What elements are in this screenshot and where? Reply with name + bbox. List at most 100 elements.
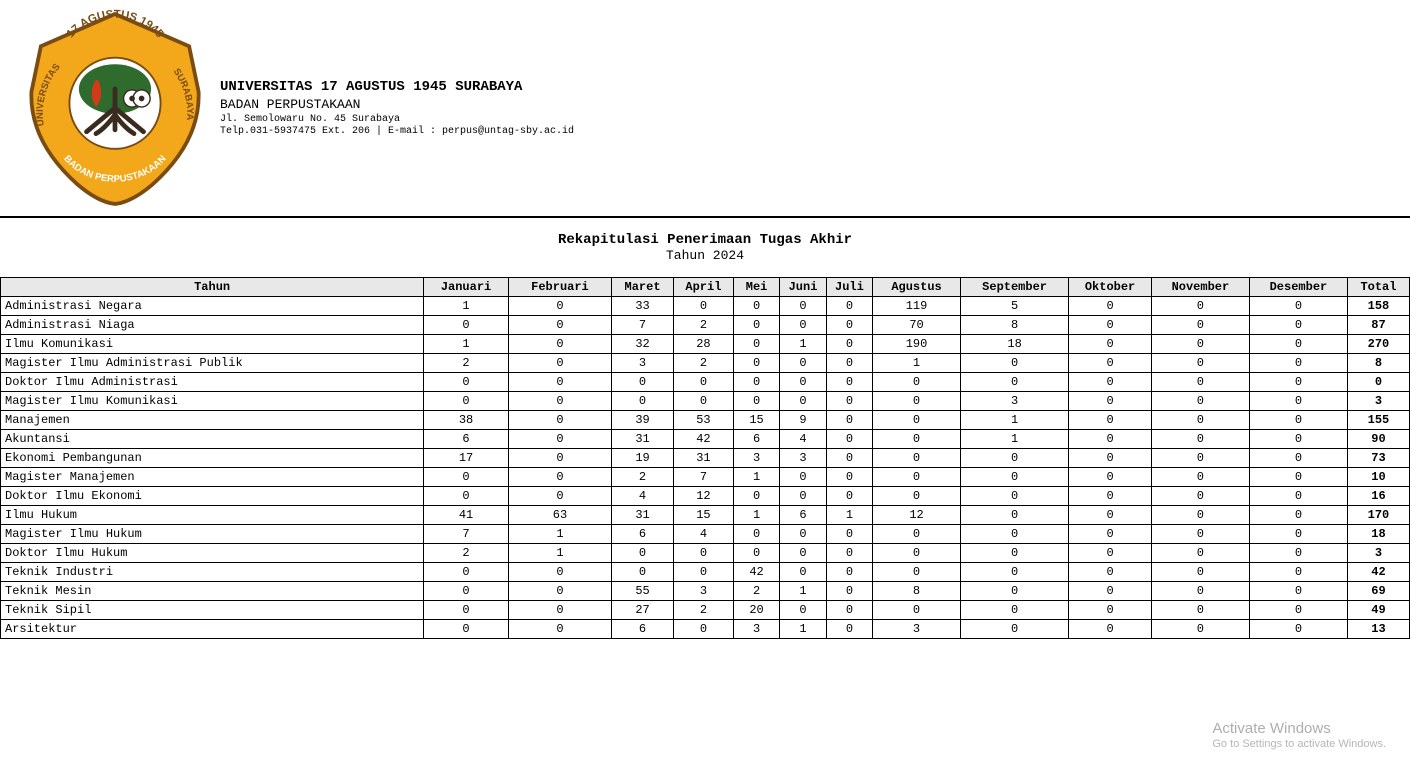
cell-value: 0: [826, 601, 872, 620]
cell-value: 12: [673, 487, 733, 506]
cell-value: 0: [508, 297, 611, 316]
cell-value: 0: [826, 468, 872, 487]
cell-value: 0: [826, 449, 872, 468]
row-name: Arsitektur: [1, 620, 424, 639]
cell-value: 0: [873, 430, 961, 449]
cell-value: 0: [508, 468, 611, 487]
row-name: Magister Manajemen: [1, 468, 424, 487]
cell-value: 0: [612, 373, 674, 392]
cell-value: 0: [733, 487, 779, 506]
cell-value: 0: [673, 373, 733, 392]
cell-value: 3: [873, 620, 961, 639]
cell-value: 0: [1249, 563, 1347, 582]
table-row: Magister Ilmu Administrasi Publik2032000…: [1, 354, 1410, 373]
cell-value: 0: [826, 525, 872, 544]
row-name: Teknik Industri: [1, 563, 424, 582]
cell-value: 31: [673, 449, 733, 468]
cell-value: 0: [1249, 487, 1347, 506]
watermark-sub: Go to Settings to activate Windows.: [1212, 738, 1386, 751]
col-des: Desember: [1249, 278, 1347, 297]
cell-value: 3: [673, 582, 733, 601]
report-title: Rekapitulasi Penerimaan Tugas Akhir: [0, 232, 1410, 248]
cell-value: 0: [424, 316, 509, 335]
cell-value: 0: [1069, 449, 1152, 468]
col-jun: Juni: [780, 278, 826, 297]
row-total: 3: [1347, 392, 1409, 411]
table-row: Magister Ilmu Hukum71640000000018: [1, 525, 1410, 544]
cell-value: 0: [424, 582, 509, 601]
cell-value: 1: [960, 430, 1068, 449]
cell-value: 0: [1249, 392, 1347, 411]
cell-value: 0: [1069, 544, 1152, 563]
table-row: Ilmu Hukum41633115161120000170: [1, 506, 1410, 525]
cell-value: 0: [826, 392, 872, 411]
org-name: UNIVERSITAS 17 AGUSTUS 1945 SURABAYA: [220, 79, 574, 95]
cell-value: 1: [733, 506, 779, 525]
cell-value: 0: [826, 354, 872, 373]
table-row: Magister Manajemen00271000000010: [1, 468, 1410, 487]
row-total: 13: [1347, 620, 1409, 639]
table-row: Arsitektur00603103000013: [1, 620, 1410, 639]
cell-value: 0: [733, 544, 779, 563]
cell-value: 0: [1151, 582, 1249, 601]
row-total: 18: [1347, 525, 1409, 544]
cell-value: 0: [733, 373, 779, 392]
row-total: 90: [1347, 430, 1409, 449]
cell-value: 12: [873, 506, 961, 525]
cell-value: 1: [780, 582, 826, 601]
cell-value: 0: [1069, 411, 1152, 430]
cell-value: 0: [1151, 373, 1249, 392]
col-mar: Maret: [612, 278, 674, 297]
row-total: 49: [1347, 601, 1409, 620]
cell-value: 70: [873, 316, 961, 335]
cell-value: 0: [1069, 582, 1152, 601]
cell-value: 0: [424, 563, 509, 582]
cell-value: 3: [733, 449, 779, 468]
cell-value: 0: [873, 525, 961, 544]
cell-value: 0: [826, 620, 872, 639]
cell-value: 19: [612, 449, 674, 468]
cell-value: 0: [508, 487, 611, 506]
cell-value: 1: [873, 354, 961, 373]
cell-value: 0: [780, 316, 826, 335]
col-mei: Mei: [733, 278, 779, 297]
cell-value: 39: [612, 411, 674, 430]
cell-value: 63: [508, 506, 611, 525]
cell-value: 0: [960, 544, 1068, 563]
cell-value: 0: [1151, 316, 1249, 335]
cell-value: 0: [826, 411, 872, 430]
cell-value: 0: [826, 297, 872, 316]
row-name: Magister Ilmu Administrasi Publik: [1, 354, 424, 373]
cell-value: 0: [780, 544, 826, 563]
cell-value: 1: [508, 525, 611, 544]
cell-value: 28: [673, 335, 733, 354]
cell-value: 0: [673, 563, 733, 582]
cell-value: 0: [960, 468, 1068, 487]
cell-value: 0: [826, 335, 872, 354]
col-nov: November: [1151, 278, 1249, 297]
cell-value: 0: [873, 487, 961, 506]
cell-value: 1: [733, 468, 779, 487]
cell-value: 0: [1151, 392, 1249, 411]
table-row: Administrasi Niaga007200070800087: [1, 316, 1410, 335]
cell-value: 0: [826, 316, 872, 335]
cell-value: 0: [673, 392, 733, 411]
cell-value: 0: [733, 392, 779, 411]
cell-value: 0: [1151, 430, 1249, 449]
table-row: Magister Ilmu Komunikasi0000000030003: [1, 392, 1410, 411]
cell-value: 190: [873, 335, 961, 354]
cell-value: 6: [733, 430, 779, 449]
cell-value: 0: [780, 487, 826, 506]
cell-value: 0: [424, 392, 509, 411]
table-row: Manajemen3803953159001000155: [1, 411, 1410, 430]
cell-value: 2: [733, 582, 779, 601]
table-row: Ekonomi Pembangunan17019313300000073: [1, 449, 1410, 468]
cell-value: 0: [733, 316, 779, 335]
cell-value: 0: [1151, 487, 1249, 506]
table-row: Doktor Ilmu Ekonomi004120000000016: [1, 487, 1410, 506]
table-header-row: TahunJanuariFebruariMaretAprilMeiJuniJul…: [1, 278, 1410, 297]
row-total: 270: [1347, 335, 1409, 354]
cell-value: 0: [960, 449, 1068, 468]
cell-value: 0: [1249, 525, 1347, 544]
cell-value: 7: [424, 525, 509, 544]
